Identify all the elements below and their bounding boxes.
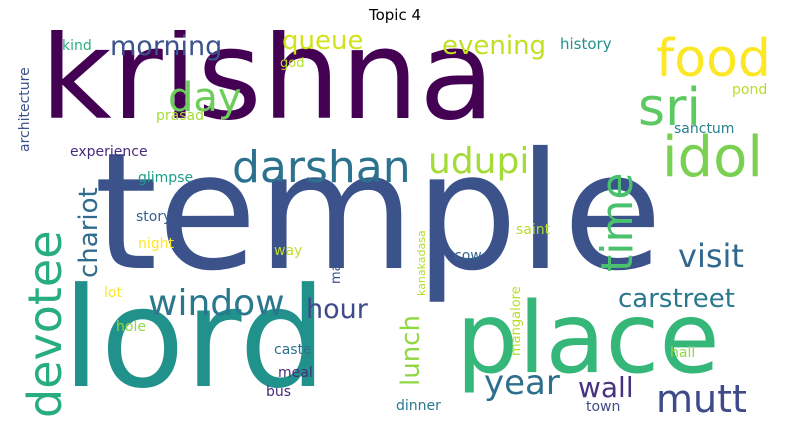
word-meal: meal [278,365,313,381]
word-temple: temple [94,119,663,307]
word-lord: lord [62,258,327,419]
word-hall: hall [670,345,696,361]
word-wall: wall [578,371,634,404]
word-devotee: devotee [18,230,72,418]
word-visit: visit [678,237,744,275]
word-bus: bus [266,384,292,400]
chart-title: Topic 4 [368,6,422,24]
word-story: story [136,209,172,225]
word-pond: pond [732,82,768,98]
word-god: god [280,56,305,71]
word-year: year [484,363,560,403]
word-history: history [560,35,612,53]
word-lot: lot [104,285,122,301]
word-night: night [138,236,175,252]
word-day: day [168,75,242,121]
word-town: town [586,399,621,415]
word-hour: hour [306,294,368,325]
word-caste: caste [274,342,312,358]
word-morning: morning [110,31,223,62]
word-kind: kind [62,38,92,54]
word-krishna: krishna [40,30,496,148]
word-saint: saint [516,222,551,238]
word-queue: queue [282,30,364,56]
word-dinner: dinner [396,398,441,414]
word-kanakadasa: kanakadasa [415,230,428,296]
word-darshan: darshan [232,142,411,193]
word-time: time [592,172,643,272]
word-mutt: mutt [656,377,747,420]
word-prasad: prasad [156,108,204,124]
word-lunch: lunch [396,315,426,386]
word-sanctum: sanctum [674,121,735,137]
word-cloud: krishna temple lord place food sri idol … [10,30,780,420]
word-sri: sri [638,78,701,138]
word-place: place [456,282,720,396]
word-cow: cow [454,248,482,264]
word-matha: matha [329,242,344,284]
word-carstreet: carstreet [618,284,735,314]
word-food: food [656,30,771,89]
word-architecture: architecture [17,67,33,152]
word-hole: hole [116,319,146,335]
word-window: window [148,283,285,324]
word-mangalore: mangalore [509,286,524,356]
word-idol: idol [662,125,763,190]
word-chariot: chariot [74,187,104,278]
word-evening: evening [442,31,547,61]
word-way: way [274,243,303,259]
word-glimpse: glimpse [138,170,194,186]
word-udupi: udupi [428,141,530,182]
word-experience: experience [70,144,148,160]
